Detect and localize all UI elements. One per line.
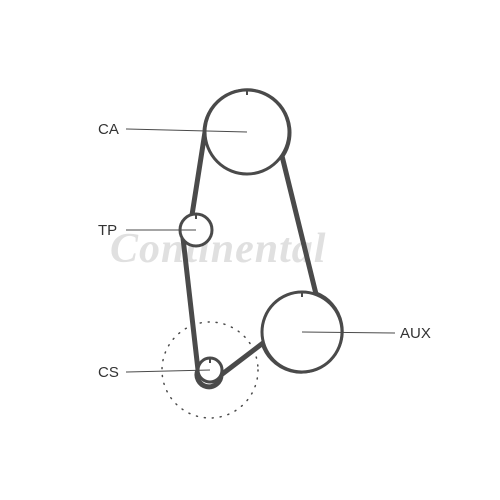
diagram-container: CA TP AUX CS [0, 0, 500, 500]
label-cs: CS [98, 364, 119, 381]
label-ca: CA [98, 121, 119, 138]
label-tp: TP [98, 222, 117, 239]
label-aux: AUX [400, 325, 431, 342]
belt-diagram-svg [0, 0, 500, 500]
pulleys-group [180, 90, 342, 382]
